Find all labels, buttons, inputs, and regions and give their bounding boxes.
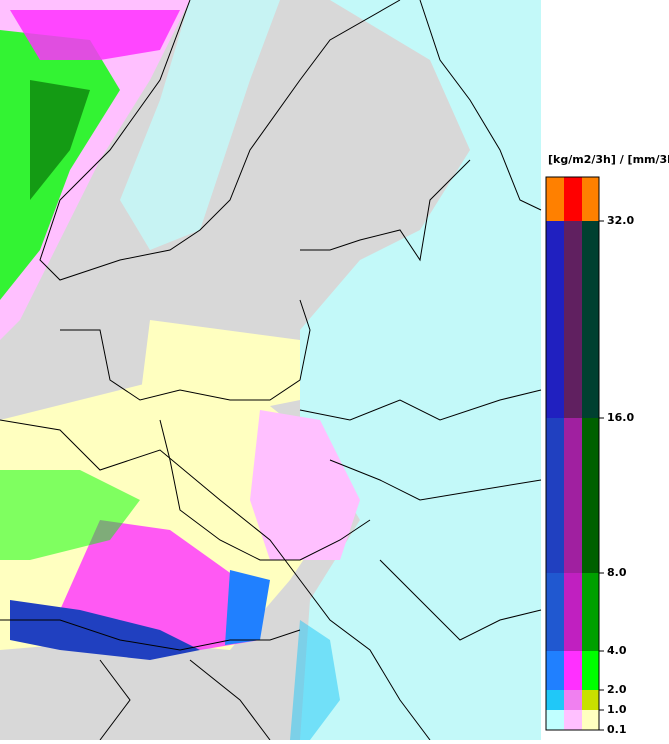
legend-swatch (546, 418, 564, 573)
legend-tick-label: 0.1 (607, 723, 627, 736)
legend-swatch (546, 651, 564, 690)
legend-swatch (564, 651, 582, 690)
legend-swatch (582, 418, 599, 573)
legend-title: [kg/m2/3h] / [mm/3h] (548, 153, 669, 166)
legend-swatch (582, 710, 599, 730)
legend-frame (545, 176, 600, 731)
legend-swatch (546, 690, 564, 710)
legend-tick-label: 16.0 (607, 411, 634, 424)
legend-swatch (564, 177, 582, 221)
legend-swatch (546, 177, 564, 221)
legend-tick-label: 4.0 (607, 644, 627, 657)
legend-swatch (582, 177, 599, 221)
legend-swatch (582, 221, 599, 418)
legend-swatch (564, 573, 582, 651)
legend-tick-label: 1.0 (607, 703, 627, 716)
legend-tick-label: 32.0 (607, 214, 634, 227)
legend-swatch (564, 690, 582, 710)
legend-swatch (582, 573, 599, 651)
legend-swatch (564, 221, 582, 418)
legend-tick-label: 2.0 (607, 683, 627, 696)
legend-swatch (564, 710, 582, 730)
legend-tick-label: 8.0 (607, 566, 627, 579)
legend-swatch (546, 221, 564, 418)
map (0, 0, 542, 741)
legend-swatch (582, 651, 599, 690)
legend-swatch (546, 710, 564, 730)
legend-swatch (546, 573, 564, 651)
legend: 0.1 1.0 2.0 4.0 8.0 16.0 32.0 (545, 176, 634, 736)
legend-swatch (582, 690, 599, 710)
legend-swatch (564, 418, 582, 573)
